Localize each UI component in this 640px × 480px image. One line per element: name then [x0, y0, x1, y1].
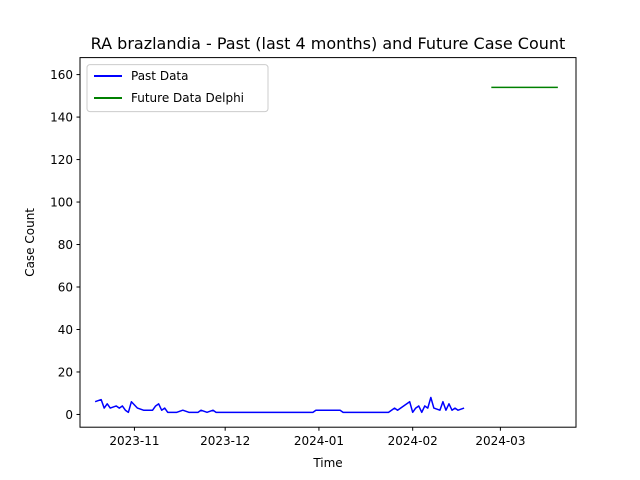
- x-tick-label: 2024-01: [294, 434, 344, 448]
- legend-label-past-data: Past Data: [131, 69, 188, 83]
- series-line-past-data: [94, 396, 465, 414]
- series-layer: [94, 86, 558, 414]
- y-tick-label: 60: [58, 281, 73, 295]
- legend-label-future-data-delphi: Future Data Delphi: [131, 91, 244, 105]
- chart-title: RA brazlandia - Past (last 4 months) and…: [91, 34, 566, 53]
- y-tick-label: 80: [58, 238, 73, 252]
- legend-box: [86, 64, 269, 113]
- x-axis-label: Time: [312, 456, 342, 470]
- x-tick-label: 2024-02: [388, 434, 438, 448]
- legend: Past Data Future Data Delphi: [86, 64, 269, 113]
- y-axis-ticks: 0 20 40 60 80 100 120 140 160: [50, 68, 80, 422]
- plot-area: [79, 57, 577, 428]
- y-tick-label: 160: [50, 68, 73, 82]
- x-tick-label: 2023-11: [109, 434, 159, 448]
- y-tick-label: 0: [65, 408, 73, 422]
- y-tick-label: 40: [58, 323, 73, 337]
- x-axis-ticks: 2023-11 2023-12 2024-01 2024-02 2024-03: [109, 427, 525, 448]
- y-tick-label: 140: [50, 111, 73, 125]
- plot-frame: [79, 57, 577, 428]
- y-tick-label: 120: [50, 153, 73, 167]
- y-tick-label: 100: [50, 196, 73, 210]
- y-tick-label: 20: [58, 365, 73, 379]
- x-tick-label: 2024-03: [475, 434, 525, 448]
- x-tick-label: 2023-12: [200, 434, 250, 448]
- y-axis-label: Case Count: [23, 208, 37, 277]
